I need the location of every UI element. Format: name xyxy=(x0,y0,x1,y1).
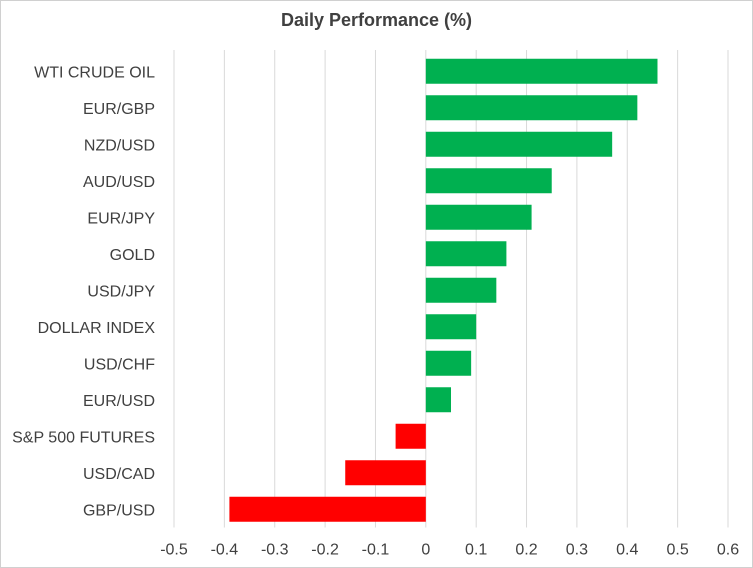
bars xyxy=(229,58,658,522)
bar xyxy=(425,131,613,157)
bar xyxy=(425,168,552,194)
x-tick-label: 0 xyxy=(421,542,430,559)
x-tick-label: -0.5 xyxy=(160,542,188,559)
x-tick-label: 0.6 xyxy=(717,542,739,559)
bar xyxy=(345,460,426,486)
category-labels: WTI CRUDE OIL EUR/GBP NZD/USD AUD/USD EUR/JP… xyxy=(12,64,155,519)
bar xyxy=(425,241,507,267)
x-tick-label: 0.2 xyxy=(515,542,537,559)
category-label: EUR/JPY xyxy=(87,210,155,227)
category-label: USD/CAD xyxy=(83,466,155,483)
x-tick-label: -0.4 xyxy=(211,542,239,559)
bar xyxy=(425,387,451,413)
category-label: GOLD xyxy=(110,247,155,264)
category-label: S&P 500 FUTURES xyxy=(12,429,155,446)
category-label: WTI CRUDE OIL xyxy=(34,64,155,81)
bar xyxy=(425,350,472,376)
category-label: EUR/GBP xyxy=(83,101,155,118)
x-tick-label: -0.1 xyxy=(362,542,390,559)
bar xyxy=(425,95,638,121)
bar xyxy=(425,204,532,230)
bar xyxy=(395,423,426,449)
bar xyxy=(425,314,477,340)
x-tick-label: 0.4 xyxy=(616,542,638,559)
category-label: USD/CHF xyxy=(84,356,155,373)
bar xyxy=(425,277,497,303)
category-label: DOLLAR INDEX xyxy=(38,320,156,337)
bar xyxy=(229,496,426,522)
category-label: NZD/USD xyxy=(84,137,155,154)
x-tick-label: 0.1 xyxy=(465,542,487,559)
x-axis-tick-labels: -0.5 -0.4 -0.3 -0.2 -0.1 0 0.1 0.2 0.3 0.4 0.5 0.6 xyxy=(160,542,739,559)
x-tick-label: -0.3 xyxy=(261,542,289,559)
bar xyxy=(425,58,658,84)
category-label: GBP/USD xyxy=(83,502,155,519)
category-label: USD/JPY xyxy=(87,283,155,300)
x-tick-label: 0.5 xyxy=(667,542,689,559)
chart-title: Daily Performance (%) xyxy=(280,10,473,30)
category-label: AUD/USD xyxy=(83,174,155,191)
x-tick-label: -0.2 xyxy=(311,542,339,559)
x-tick-label: 0.3 xyxy=(566,542,588,559)
category-label: EUR/USD xyxy=(83,393,155,410)
